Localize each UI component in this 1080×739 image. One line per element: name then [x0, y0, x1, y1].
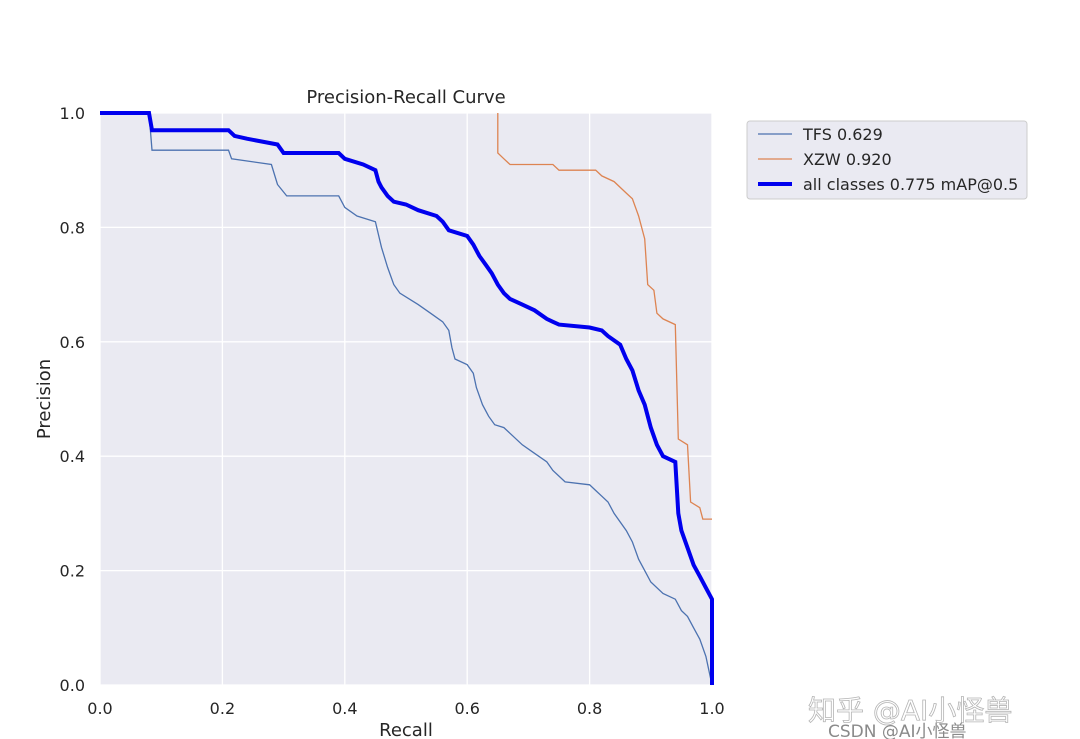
- y-tick-label: 0.6: [60, 333, 85, 352]
- x-tick-label: 0.8: [577, 699, 602, 718]
- legend-label-1: XZW 0.920: [803, 150, 892, 169]
- zhihu-watermark: 知乎 @AI小怪兽: [808, 694, 1012, 727]
- x-tick-label: 0.4: [332, 699, 357, 718]
- x-axis-label: Recall: [379, 720, 433, 739]
- y-tick-label: 0.0: [60, 676, 85, 695]
- y-tick-label: 0.2: [60, 562, 85, 581]
- x-tick-label: 0.6: [454, 699, 479, 718]
- grid-lines: [99, 112, 713, 686]
- series-layer: [100, 111, 714, 686]
- series-line-1: [497, 113, 712, 520]
- x-tick-label: 0.0: [87, 699, 112, 718]
- y-tick-label: 0.4: [60, 447, 85, 466]
- y-axis-label: Precision: [34, 359, 55, 439]
- legend: TFS 0.629 XZW 0.920 all classes 0.775 mAP@…: [746, 120, 1028, 200]
- legend-box: [746, 120, 1028, 200]
- x-tick-label: 0.2: [210, 699, 235, 718]
- legend-label-2: all classes 0.775 mAP@0.5: [803, 175, 1018, 194]
- y-tick-label: 1.0: [60, 104, 85, 123]
- series-line-0: [100, 112, 713, 686]
- y-tick-labels: 0.0 0.2 0.4 0.6 0.8 1.0: [60, 104, 85, 695]
- y-tick-label: 0.8: [60, 218, 85, 237]
- series-line-2: [100, 111, 714, 685]
- x-tick-label: 1.0: [699, 699, 724, 718]
- x-tick-labels: 0.0 0.2 0.4 0.6 0.8 1.0: [87, 699, 724, 718]
- plot-area: [100, 113, 712, 685]
- csdn-watermark: CSDN @AI小怪兽: [828, 722, 967, 739]
- chart-title: Precision-Recall Curve: [306, 87, 505, 108]
- legend-label-0: TFS 0.629: [802, 125, 883, 144]
